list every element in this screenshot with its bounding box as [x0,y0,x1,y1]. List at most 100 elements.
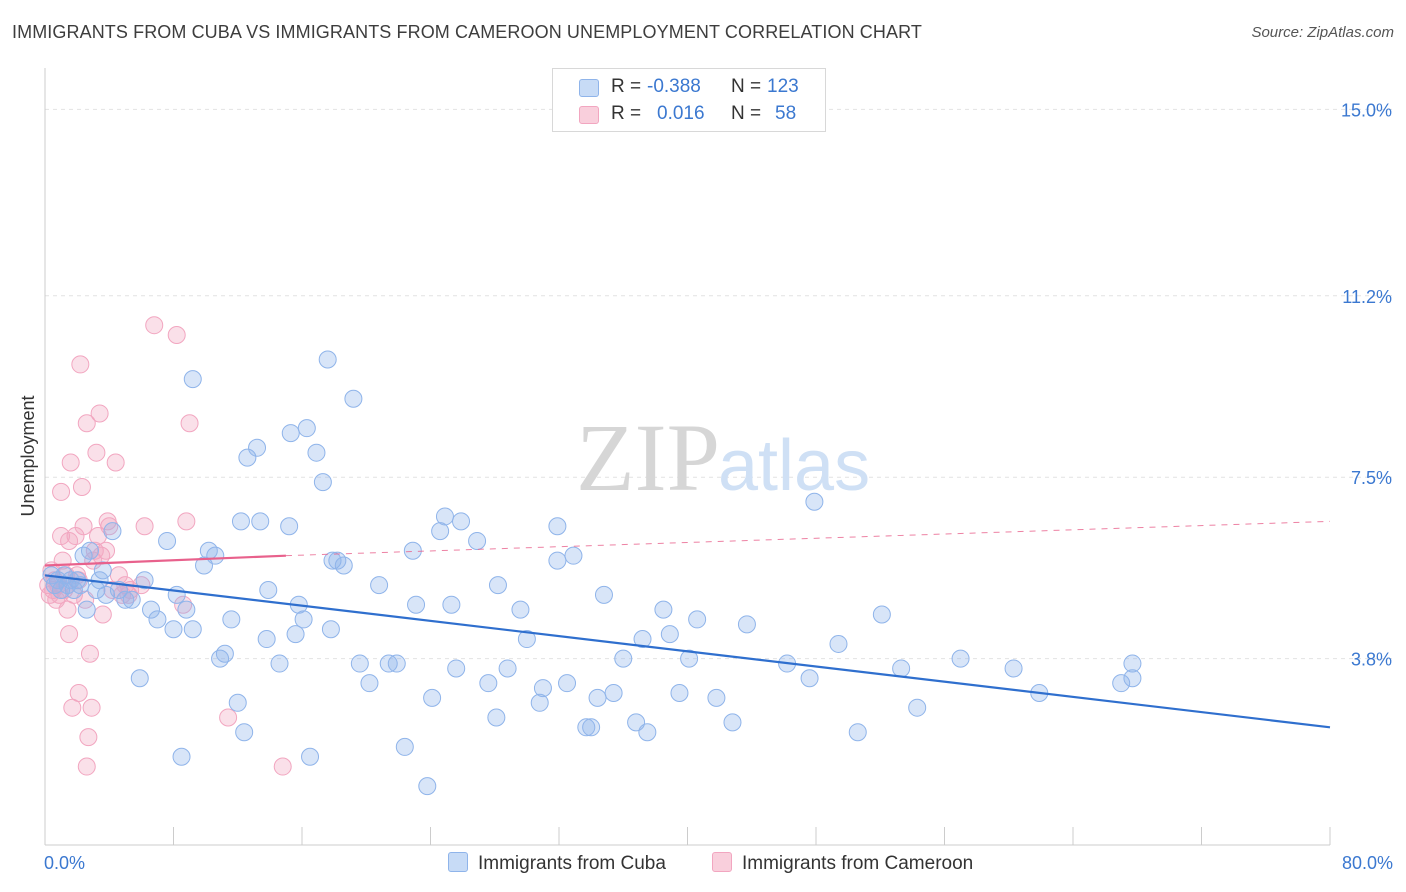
cuba-point [211,649,230,668]
cuba-point [80,541,99,560]
cuba-point [109,581,128,599]
cuba-point [431,522,450,541]
cuba-point [908,698,927,717]
cameroon-point [72,478,91,497]
cuba-point [294,610,313,629]
cuba-point [872,605,891,624]
cameroon-point [77,414,96,433]
cameroon-point [82,698,101,717]
cuba-point [1123,654,1142,673]
cuba-point [183,370,202,389]
legend-r-value-cuba: -0.388 [647,76,701,97]
cameroon-point [77,757,96,776]
legend-n-label: N = [731,76,762,97]
cameroon-point [219,708,238,727]
cuba-point [350,654,369,673]
legend-r-value-cameroon: 0.016 [657,103,705,124]
trendlines [44,520,1331,729]
cuba-point [323,551,342,570]
cuba-point [533,679,552,698]
y-tick-label: 7.5% [1351,468,1392,488]
cuba-point [435,507,454,526]
source-label: Source: ZipAtlas.com [1251,24,1394,41]
cuba-point [829,634,848,653]
cuba-point [77,600,96,619]
cuba-point [238,448,257,467]
watermark-atlas: atlas [718,426,870,506]
cuba-point [135,571,154,590]
cuba-point [594,585,613,604]
cuba-point [122,590,141,609]
cuba-point [654,600,673,619]
chart-title: IMMIGRANTS FROM CUBA VS IMMIGRANTS FROM … [12,22,922,42]
cuba-point [468,531,487,550]
cuba-point [142,600,161,619]
cuba-point [447,659,466,678]
cuba-point [286,625,305,644]
cameroon-point [93,605,112,624]
cuba-point [360,674,379,693]
cuba-point [479,674,498,693]
cuba-point [577,718,596,737]
axes [44,68,1331,846]
y-tick-label: 15.0% [1341,100,1392,120]
cuba-point [280,517,299,536]
legend-r-label: R = [611,103,642,124]
cuba-point [172,747,191,766]
cuba-point [614,649,633,668]
cuba-point [688,610,707,629]
cuba-point [183,620,202,639]
cuba-point [158,531,177,550]
legend-swatch-cuba [579,79,599,97]
legend-n-value-cameroon: 58 [775,103,797,124]
y-tick-label: 3.8% [1351,650,1392,670]
cuba-point [707,688,726,707]
cuba-point [588,688,607,707]
cuba-point [487,708,506,727]
bottom-legend-cuba: Immigrants from Cuba [448,852,666,875]
cuba-point [723,713,742,732]
legend-swatch-cameroon [579,106,599,124]
cameroon-point [106,453,125,472]
cameroon-point [180,414,199,433]
cuba-point [301,747,320,766]
cuba-point [805,492,824,511]
cuba-point [251,512,270,531]
cuba-point [93,561,112,580]
cameroon-point [60,625,79,644]
cuba-trendline [44,574,1331,729]
cuba-point [670,683,689,702]
cameroon-point [174,595,193,614]
cuba-point [167,585,186,604]
cuba-point [116,590,135,609]
cuba-point [488,576,507,595]
cuba-point [257,630,276,649]
legend-r-label: R = [611,76,642,97]
cameroon-point [69,683,88,702]
bottom-legend-label-cuba: Immigrants from Cuba [478,853,666,874]
legend-n-label: N = [731,103,762,124]
cuba-point [387,654,406,673]
cuba-point [148,610,167,629]
cuba-point [498,659,517,678]
cuba-point [1004,659,1023,678]
cuba-point [660,625,679,644]
cameroon-point [61,453,80,472]
cuba-point [248,438,267,457]
cuba-point [800,669,819,688]
correlation-legend: R = -0.388 N = 123 R = 0.016 N = 58 [552,68,826,132]
bottom-legend-cameroon: Immigrants from Cameroon [712,852,973,875]
x-tick-label-max: 80.0% [1342,853,1393,873]
cuba-point [680,649,699,668]
bottom-legend-swatch-cameroon [712,852,732,872]
cuba-point [228,693,247,712]
cuba-point [231,512,250,531]
cuba-point [548,517,567,536]
cuba-point [313,473,332,492]
cuba-point [297,419,316,438]
cuba-point [442,595,461,614]
cameroon-point [52,482,71,501]
cameroon-point [97,541,116,560]
bottom-legend-label-cameroon: Immigrants from Cameroon [742,853,974,874]
